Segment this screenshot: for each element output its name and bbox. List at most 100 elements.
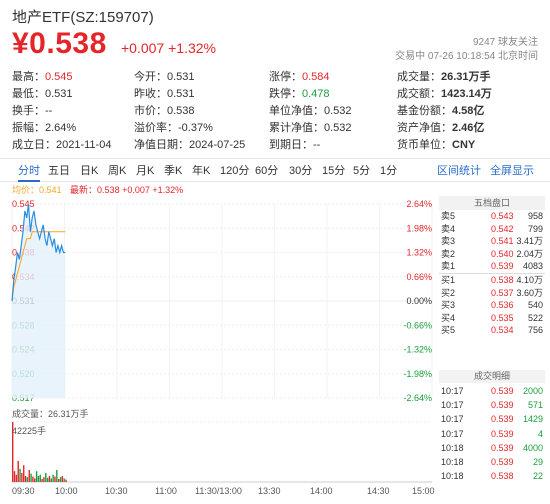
followers-count[interactable]: 9247 球友关注 xyxy=(472,37,538,48)
stat-value: 0.531 xyxy=(167,88,195,100)
x-tick: 13:30 xyxy=(258,486,281,496)
y-left-tick: 0.545 xyxy=(12,199,35,209)
order-book-row: 卖3 0.541 3.41万 xyxy=(439,235,545,248)
order-book-price: 0.534 xyxy=(491,325,514,336)
order-book-row: 卖2 0.540 2.04万 xyxy=(439,248,545,261)
trade-price: 0.538 xyxy=(491,471,514,482)
order-book-side: 卖4 xyxy=(441,223,456,234)
order-book-side: 买2 xyxy=(441,287,456,298)
fund-title: 地产ETF(SZ:159707) xyxy=(12,9,154,26)
stat-value: 0.478 xyxy=(302,88,330,100)
tab-13[interactable]: 1分 xyxy=(380,165,398,177)
trade-time: 10:17 xyxy=(441,428,464,439)
order-book-price: 0.536 xyxy=(491,300,514,311)
stat-value: 0.531 xyxy=(45,88,73,100)
volume-bar xyxy=(39,474,41,482)
volume-bar xyxy=(13,471,16,482)
stat-cell: 成立日：2021-11-04 xyxy=(12,137,111,154)
volume-label: 成交量：26.31万手 xyxy=(12,409,89,419)
trade-qty: 1429 xyxy=(522,414,543,425)
volume-bar xyxy=(54,476,56,482)
stat-value: 2021-11-04 xyxy=(56,139,112,151)
order-book-qty: 4.10万 xyxy=(516,274,543,285)
volume-bar xyxy=(35,471,38,482)
stat-cell: 资产净值：2.46亿 xyxy=(397,120,484,137)
stat-value: 2.64% xyxy=(45,122,77,134)
intraday-chart[interactable]: 0.5450.5420.5380.5340.5310.5280.5240.520… xyxy=(0,190,440,490)
tab-10[interactable]: 30分 xyxy=(289,165,313,177)
stat-key: 最高： xyxy=(12,71,45,83)
trade-time: 10:18 xyxy=(441,457,464,467)
tab-5[interactable]: 月K xyxy=(136,165,155,177)
range-stats-button[interactable]: 区间统计 xyxy=(437,165,481,177)
order-book-price: 0.537 xyxy=(491,287,514,298)
tab-6[interactable]: 季K xyxy=(164,165,183,177)
volume-bar xyxy=(17,461,19,482)
volume-bar xyxy=(63,478,65,482)
tab-3[interactable]: 日K xyxy=(80,165,99,177)
tab-1[interactable]: 分时 xyxy=(18,162,40,182)
stat-key: 到期日： xyxy=(269,139,313,151)
stat-key: 单位净值： xyxy=(269,105,324,117)
trade-qty: 2000 xyxy=(522,386,543,396)
fullscreen-button[interactable]: 全屏显示 xyxy=(490,165,534,177)
tab-8[interactable]: 120分 xyxy=(220,165,250,177)
trade-row: 10:18 0.539 29 xyxy=(439,457,545,471)
stat-cell: 成交额：1423.14万 xyxy=(397,86,492,103)
stats-row: 成立日：2021-11-04 净值日期：2024-07-25 到期日：-- 货币单位：… xyxy=(12,137,540,154)
chart-tabs: 分时 五日 日K 周K 月K 季K 年K 120分 60分 30分 15分 5分 1分 区间统计 全屏显示 xyxy=(0,158,550,182)
tab-7[interactable]: 年K xyxy=(192,165,211,177)
stat-key: 货币单位： xyxy=(397,139,452,151)
tab-2[interactable]: 五日 xyxy=(48,165,70,177)
stat-key: 净值日期： xyxy=(134,139,189,151)
order-book-row: 买2 0.537 3.60万 xyxy=(439,287,545,300)
tab-12[interactable]: 5分 xyxy=(353,165,371,177)
order-book-price: 0.540 xyxy=(491,248,514,259)
current-price: ¥0.538 xyxy=(12,27,107,60)
x-tick: 14:00 xyxy=(310,486,333,496)
order-book-qty: 756 xyxy=(527,325,543,336)
trade-row: 10:18 0.538 22 xyxy=(439,471,545,485)
x-tick: 11:00 xyxy=(155,486,177,496)
stat-value: 0.545 xyxy=(45,71,73,83)
stat-key: 涨停： xyxy=(269,71,302,83)
stat-value: 0.532 xyxy=(324,105,352,117)
order-book-row: 卖5 0.543 958 xyxy=(439,210,545,223)
trade-qty: 22 xyxy=(532,471,543,482)
quote-stats: 最高：0.545 今开：0.531 涨停：0.584 成交量：26.31万手 最低：0.… xyxy=(12,69,540,154)
trade-row: 10:17 0.539 2000 xyxy=(439,386,545,400)
order-book-qty: 799 xyxy=(527,223,543,234)
tab-11[interactable]: 15分 xyxy=(322,165,346,177)
y-right-tick: -1.98% xyxy=(403,369,432,379)
volume-bar xyxy=(30,473,32,482)
volume-bar xyxy=(28,470,30,482)
stat-value: CNY xyxy=(452,139,476,151)
tab-4[interactable]: 周K xyxy=(108,165,127,177)
trade-qty: 4 xyxy=(537,428,543,439)
y-right-tick: -0.66% xyxy=(403,320,432,330)
volume-bar xyxy=(19,468,21,482)
stats-row: 最低：0.531 昨收：0.531 跌停：0.478 成交额：1423.14万 xyxy=(12,86,540,103)
tab-9[interactable]: 60分 xyxy=(255,165,279,177)
trade-price: 0.539 xyxy=(491,457,514,467)
order-book-qty: 3.60万 xyxy=(516,287,543,298)
stat-key: 累计净值： xyxy=(269,122,324,134)
price-area xyxy=(12,204,66,398)
stat-key: 最低： xyxy=(12,88,45,100)
stat-cell: 溢价率：-0.37% xyxy=(134,120,213,137)
stat-key: 振幅： xyxy=(12,122,45,134)
volume-bar xyxy=(37,476,40,482)
x-tick: 14:30 xyxy=(367,486,390,496)
stat-cell: 昨收：0.531 xyxy=(134,86,195,103)
stat-cell: 单位净值：0.532 xyxy=(269,103,352,120)
order-book-side: 买3 xyxy=(441,300,456,311)
volume-bar xyxy=(56,470,58,482)
order-book-side: 买1 xyxy=(441,274,456,285)
y-right-tick: 2.64% xyxy=(406,199,432,209)
stat-value: 26.31万手 xyxy=(441,71,491,83)
volume-bar xyxy=(59,477,62,482)
trade-time: 10:18 xyxy=(441,471,464,482)
stats-row: 振幅：2.64% 溢价率：-0.37% 累计净值：0.532 资产净值：2.46亿 xyxy=(12,120,540,137)
volume-bar xyxy=(12,422,14,482)
order-book-row: 卖4 0.542 799 xyxy=(439,223,545,236)
